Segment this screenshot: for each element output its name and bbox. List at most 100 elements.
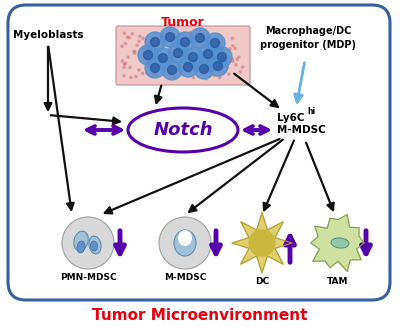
Circle shape [133,50,136,53]
Circle shape [218,52,226,62]
Circle shape [147,43,149,46]
Circle shape [231,58,234,60]
Circle shape [128,36,130,39]
Circle shape [145,58,147,61]
Circle shape [62,217,114,269]
Circle shape [219,49,222,51]
Circle shape [226,56,228,58]
Circle shape [204,70,207,72]
Circle shape [131,32,134,35]
Circle shape [204,50,212,58]
Circle shape [152,66,154,68]
Circle shape [161,55,163,58]
Circle shape [150,37,160,47]
Circle shape [218,42,221,44]
Circle shape [170,42,173,44]
Circle shape [212,47,215,50]
Polygon shape [232,213,292,273]
Circle shape [155,68,158,70]
Circle shape [169,56,172,58]
Circle shape [191,38,193,40]
Circle shape [214,62,222,71]
Ellipse shape [178,230,192,246]
Circle shape [180,37,190,47]
Circle shape [202,60,204,62]
Text: M-MDSC: M-MDSC [277,125,326,135]
Circle shape [166,32,174,42]
Circle shape [181,33,183,36]
Circle shape [175,32,195,52]
Circle shape [234,47,236,50]
Circle shape [142,37,144,40]
Circle shape [142,72,144,74]
Circle shape [202,55,204,57]
Circle shape [138,40,140,43]
Circle shape [196,33,204,43]
Circle shape [123,66,126,69]
Circle shape [189,31,192,34]
Circle shape [228,60,231,63]
Circle shape [189,32,192,34]
Circle shape [144,51,152,59]
Circle shape [208,56,228,76]
Text: Notch: Notch [153,121,213,139]
Circle shape [236,58,238,61]
Ellipse shape [90,241,98,251]
Circle shape [121,45,123,48]
Circle shape [121,60,124,62]
Circle shape [124,42,127,45]
Circle shape [145,58,165,78]
Circle shape [205,78,208,80]
Circle shape [212,47,232,67]
Circle shape [205,33,225,53]
Circle shape [218,76,221,79]
Circle shape [188,71,191,73]
Circle shape [146,72,148,74]
Ellipse shape [128,108,238,152]
Circle shape [158,53,168,63]
Circle shape [184,63,192,72]
Circle shape [193,64,195,66]
Circle shape [229,48,231,50]
Circle shape [234,64,237,66]
Text: PMN-MDSC: PMN-MDSC [60,273,116,281]
Circle shape [242,66,244,68]
Circle shape [172,57,174,59]
Circle shape [123,74,125,77]
Circle shape [172,65,174,67]
Circle shape [126,36,129,38]
Circle shape [160,27,180,47]
Ellipse shape [74,231,88,251]
Circle shape [190,28,210,48]
Circle shape [238,56,240,58]
Circle shape [123,63,126,65]
Circle shape [205,46,208,48]
Text: Macrophage/DC
progenitor (MDP): Macrophage/DC progenitor (MDP) [260,26,356,50]
Circle shape [176,58,178,60]
Ellipse shape [174,230,196,256]
Circle shape [148,64,151,67]
Circle shape [144,47,146,50]
FancyBboxPatch shape [8,5,390,300]
Circle shape [139,35,141,37]
Circle shape [231,37,234,40]
Text: Tumor Microenvironment: Tumor Microenvironment [92,308,308,322]
Circle shape [190,40,192,43]
Text: Ly6C: Ly6C [277,113,304,123]
Circle shape [174,49,182,57]
Circle shape [194,59,214,79]
Circle shape [168,43,188,63]
Circle shape [138,45,158,65]
Ellipse shape [89,236,101,254]
Circle shape [159,217,211,269]
Circle shape [130,76,132,79]
Circle shape [169,39,172,41]
Circle shape [178,57,198,77]
Circle shape [145,32,165,52]
Circle shape [154,73,156,75]
Ellipse shape [331,238,349,248]
Ellipse shape [77,241,85,253]
Circle shape [232,60,234,63]
Text: DC: DC [255,277,269,286]
Circle shape [200,65,208,73]
